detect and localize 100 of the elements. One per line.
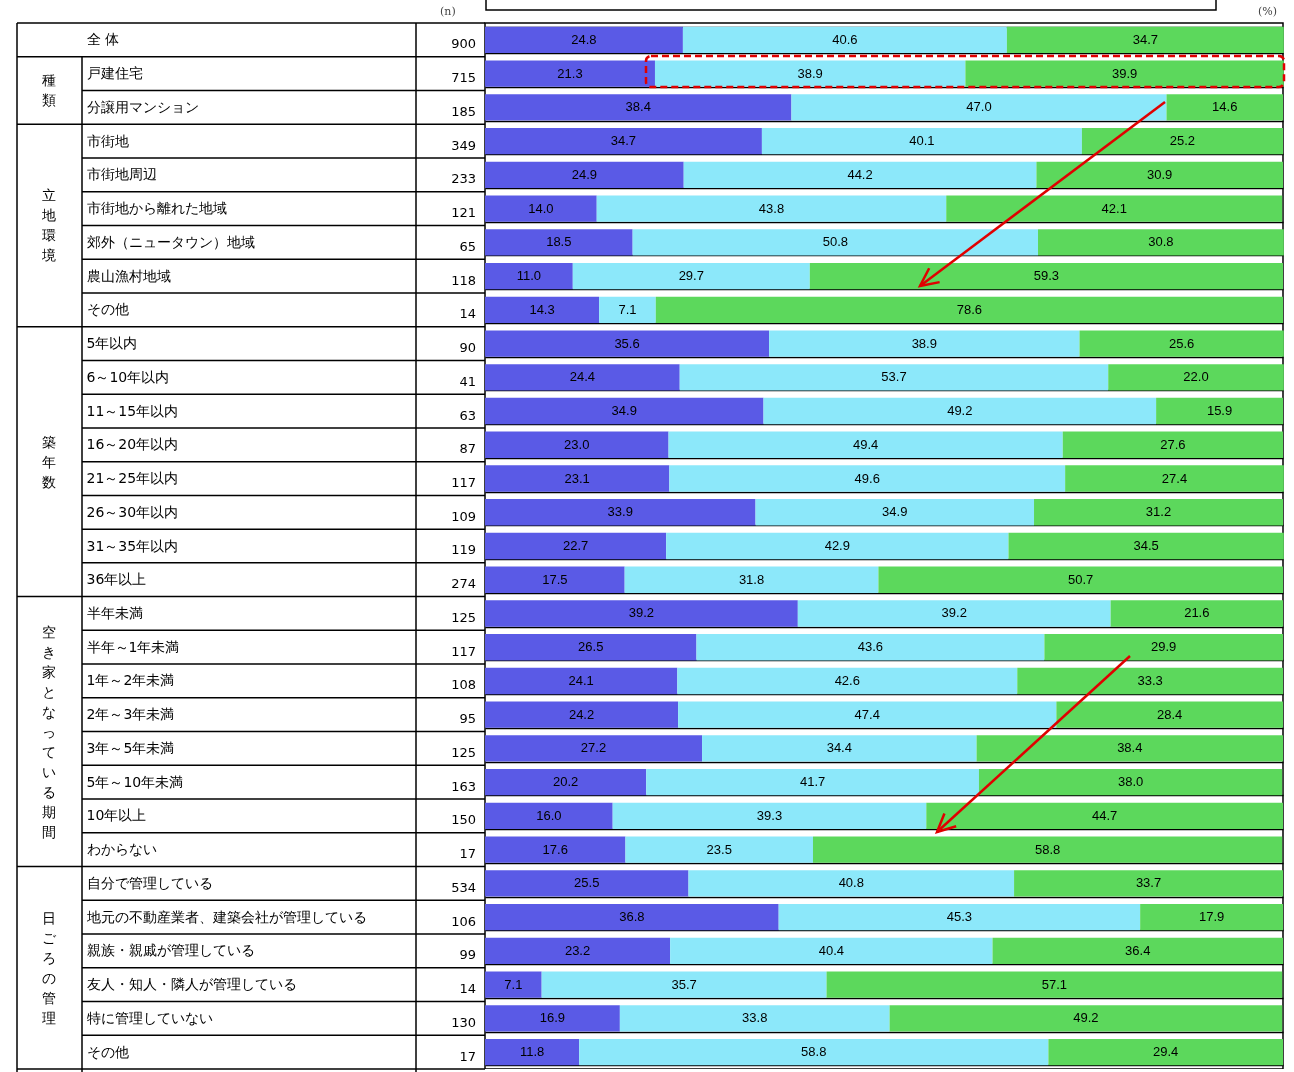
text: 715 (450, 69, 476, 88)
bar (654, 60, 966, 87)
data-label: 42.1 (1101, 200, 1127, 216)
bar (763, 397, 1157, 425)
data-label: 39.2 (628, 605, 655, 621)
bar (485, 364, 680, 391)
bar (946, 195, 1283, 222)
bar (485, 937, 671, 965)
data-label: 24.2 (568, 706, 595, 722)
data-label: 34.7 (1132, 31, 1158, 47)
bar (485, 870, 689, 897)
bar (1065, 465, 1284, 492)
bar (679, 364, 1109, 391)
data-label: 35.6 (614, 335, 640, 351)
data-label: 33.7 (1135, 875, 1162, 891)
data-label: 59.3 (1033, 268, 1060, 284)
bar (485, 229, 633, 256)
bar (769, 330, 1080, 357)
y-tick-label: 友人・知人・隣人が管理している (86, 976, 297, 993)
data-label: 40.1 (909, 133, 935, 149)
bar (485, 330, 770, 357)
bar (485, 971, 542, 998)
bar (624, 566, 879, 593)
bar (1038, 229, 1284, 256)
bar (668, 431, 1063, 458)
bar (809, 262, 1283, 290)
data-label: 33.8 (742, 1010, 768, 1026)
y-tick-label: 26～30年以内 (86, 503, 179, 520)
data-label: 11.0 (516, 268, 542, 284)
data-label: 22.0 (1183, 369, 1209, 385)
data-label: 43.6 (857, 639, 884, 655)
data-label: 17.9 (1198, 909, 1225, 925)
data-label: 11.8 (519, 1044, 545, 1060)
y-tick-label: 市街地から離れた地域 (86, 200, 227, 217)
data-label: 38.9 (797, 65, 823, 81)
y-tick-label: 市街地 (86, 132, 129, 149)
text: (%) (1258, 5, 1278, 18)
y-tick-label: 特に管理していない (86, 1009, 213, 1026)
data-label: 25.6 (1169, 335, 1195, 351)
bar (1079, 330, 1284, 357)
bar (797, 600, 1111, 627)
data-label: 34.5 (1133, 538, 1159, 553)
text: 118 (450, 271, 476, 290)
y-tick-label: 半年～1年未満 (86, 638, 180, 655)
text: 63 (458, 406, 476, 425)
y-tick-label: 2年～3年未満 (86, 706, 175, 723)
data-label: 34.7 (610, 133, 637, 149)
data-label: 33.3 (1137, 672, 1163, 688)
bar (677, 667, 1018, 695)
data-label: 14.6 (1212, 99, 1238, 115)
y-tick-label: 地元の不動産業者、建築会社が管理している (85, 908, 367, 925)
y-tick-label: 戸建住宅 (86, 65, 143, 82)
bar (655, 296, 1283, 323)
bar (599, 296, 656, 323)
bar (485, 1038, 580, 1066)
y-tick-label: 36年以上 (86, 571, 147, 588)
bar (1062, 431, 1283, 458)
data-label: 28.4 (1157, 706, 1183, 722)
data-label: 44.7 (1091, 807, 1118, 823)
text: 117 (450, 474, 476, 492)
data-label: 58.8 (1034, 841, 1061, 857)
y-tick-label: 5年～10年未満 (86, 773, 184, 790)
data-label: 41.7 (799, 774, 826, 790)
bar (1036, 161, 1283, 188)
data-label: 25.2 (1169, 133, 1196, 149)
data-label: 17.5 (542, 571, 568, 587)
data-label: 24.9 (571, 166, 598, 182)
data-label: 27.6 (1160, 436, 1186, 452)
bar (696, 634, 1045, 661)
data-label: 34.9 (882, 504, 908, 520)
bar (485, 634, 697, 661)
data-label: 42.6 (834, 672, 860, 688)
bar (1081, 127, 1283, 155)
text: 534 (450, 878, 476, 897)
text: 109 (450, 507, 476, 526)
text: 95 (458, 710, 476, 729)
bar (485, 904, 779, 931)
bar (485, 802, 613, 830)
bar (1017, 667, 1283, 695)
text: 空き家となっている期間 (42, 623, 56, 840)
data-label: 20.2 (552, 774, 579, 790)
bar (666, 532, 1009, 560)
text: 130 (450, 1013, 476, 1032)
text: 立地環境 (41, 186, 57, 266)
text: 125 (450, 743, 476, 762)
data-label: 38.4 (1117, 740, 1143, 756)
data-label: 17.6 (542, 841, 568, 857)
data-label: 16.9 (539, 1010, 566, 1026)
bar (669, 465, 1066, 492)
bar (1056, 701, 1283, 728)
data-label: 38.9 (911, 335, 937, 351)
data-label: 27.4 (1161, 470, 1188, 486)
data-label: 49.2 (1073, 1010, 1099, 1026)
text: 119 (450, 541, 476, 560)
y-tick-label: 分譲用マンション (86, 98, 199, 115)
y-tick-label: その他 (86, 301, 129, 318)
data-label: 42.9 (824, 538, 850, 553)
data-label: 30.9 (1147, 166, 1173, 182)
data-label: 78.6 (956, 301, 983, 317)
data-label: 24.8 (571, 31, 597, 47)
